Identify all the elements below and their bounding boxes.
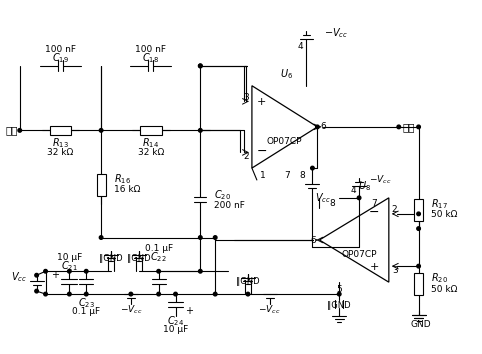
Text: $C_{19}$: $C_{19}$ xyxy=(52,51,69,65)
Circle shape xyxy=(214,292,217,296)
Text: GND: GND xyxy=(410,320,431,329)
Text: 2: 2 xyxy=(392,205,398,215)
Circle shape xyxy=(44,292,47,296)
Text: $R_{17}$: $R_{17}$ xyxy=(431,197,448,211)
Text: $-V_{cc}$: $-V_{cc}$ xyxy=(258,304,281,316)
Text: +: + xyxy=(370,262,379,272)
Text: 8: 8 xyxy=(329,199,335,208)
Text: $V_{cc}$: $V_{cc}$ xyxy=(315,191,332,205)
Text: ‖GND: ‖GND xyxy=(236,277,260,286)
Circle shape xyxy=(174,292,177,296)
Text: 3: 3 xyxy=(243,93,249,102)
Circle shape xyxy=(199,64,202,68)
Circle shape xyxy=(67,269,71,273)
Text: $C_{24}$: $C_{24}$ xyxy=(167,314,184,328)
Circle shape xyxy=(199,236,202,239)
Circle shape xyxy=(157,269,161,273)
Text: 100 nF: 100 nF xyxy=(135,45,166,53)
Bar xyxy=(140,126,161,135)
Circle shape xyxy=(417,212,420,216)
Text: 50 kΩ: 50 kΩ xyxy=(431,210,458,219)
Text: $-V_{cc}$: $-V_{cc}$ xyxy=(120,304,142,316)
Text: $V_{cc}$: $V_{cc}$ xyxy=(11,270,27,284)
Circle shape xyxy=(337,292,341,296)
Circle shape xyxy=(157,292,161,296)
Circle shape xyxy=(129,292,133,296)
Text: 8: 8 xyxy=(300,171,306,179)
Text: +: + xyxy=(186,306,193,316)
Circle shape xyxy=(199,269,202,273)
Text: +: + xyxy=(257,97,267,107)
Text: −: − xyxy=(368,206,379,219)
Bar xyxy=(414,273,423,295)
Circle shape xyxy=(417,125,420,129)
Text: −: − xyxy=(256,145,267,158)
Circle shape xyxy=(246,292,250,296)
Text: 4: 4 xyxy=(298,41,304,51)
Bar xyxy=(97,174,106,196)
Text: $-V_{cc}$: $-V_{cc}$ xyxy=(369,174,391,186)
Text: $R_{16}$: $R_{16}$ xyxy=(114,172,131,186)
Text: 0.1 μF: 0.1 μF xyxy=(72,307,100,316)
Text: 3: 3 xyxy=(392,266,398,275)
Circle shape xyxy=(199,129,202,132)
Bar xyxy=(414,199,423,221)
Circle shape xyxy=(357,196,361,200)
Text: $R_{20}$: $R_{20}$ xyxy=(431,271,448,285)
Text: $U_6$: $U_6$ xyxy=(280,67,293,81)
Circle shape xyxy=(99,236,103,239)
Text: 32 kΩ: 32 kΩ xyxy=(137,148,164,157)
Text: 7: 7 xyxy=(284,171,290,179)
Text: +: + xyxy=(52,270,59,280)
Circle shape xyxy=(84,269,88,273)
Text: 输出: 输出 xyxy=(403,122,415,132)
Text: 输入: 输入 xyxy=(5,125,18,135)
Bar xyxy=(50,126,71,135)
Text: $-V_{cc}$: $-V_{cc}$ xyxy=(324,26,348,40)
Circle shape xyxy=(18,129,22,132)
Text: $C_{18}$: $C_{18}$ xyxy=(142,51,159,65)
Text: 7: 7 xyxy=(371,199,377,208)
Circle shape xyxy=(99,129,103,132)
Text: 6: 6 xyxy=(311,235,316,245)
Text: ‖GND: ‖GND xyxy=(99,254,123,263)
Circle shape xyxy=(44,269,47,273)
Text: 1: 1 xyxy=(260,171,266,179)
Text: OP07CP: OP07CP xyxy=(341,250,377,259)
Circle shape xyxy=(214,236,217,239)
Text: 50 kΩ: 50 kΩ xyxy=(431,285,458,293)
Text: $R_{13}$: $R_{13}$ xyxy=(52,136,69,150)
Text: 200 nF: 200 nF xyxy=(214,201,245,210)
Circle shape xyxy=(35,273,39,277)
Circle shape xyxy=(316,125,319,129)
Text: OP07CP: OP07CP xyxy=(267,137,302,146)
Text: 32 kΩ: 32 kΩ xyxy=(47,148,74,157)
Text: 6: 6 xyxy=(321,122,326,131)
Text: 5: 5 xyxy=(336,285,342,293)
Text: ‖GND: ‖GND xyxy=(327,301,351,310)
Text: 16 kΩ: 16 kΩ xyxy=(114,185,140,194)
Text: $R_{14}$: $R_{14}$ xyxy=(142,136,159,150)
Circle shape xyxy=(311,166,314,170)
Text: 4: 4 xyxy=(350,187,356,195)
Text: ‖GND: ‖GND xyxy=(127,254,150,263)
Text: 0.1 μF: 0.1 μF xyxy=(145,244,173,253)
Text: 100 nF: 100 nF xyxy=(45,45,76,53)
Text: 2: 2 xyxy=(243,152,249,161)
Text: $C_{22}$: $C_{22}$ xyxy=(150,251,167,264)
Text: 10 μF: 10 μF xyxy=(163,325,188,334)
Circle shape xyxy=(417,264,420,268)
Circle shape xyxy=(67,292,71,296)
Text: $C_{21}$: $C_{21}$ xyxy=(61,259,78,273)
Text: $U_8$: $U_8$ xyxy=(358,179,371,193)
Text: $C_{23}$: $C_{23}$ xyxy=(78,296,94,310)
Circle shape xyxy=(417,227,420,230)
Circle shape xyxy=(84,292,88,296)
Circle shape xyxy=(397,125,401,129)
Circle shape xyxy=(199,64,202,68)
Circle shape xyxy=(35,289,39,293)
Text: 10 μF: 10 μF xyxy=(57,253,82,262)
Text: $C_{20}$: $C_{20}$ xyxy=(214,188,231,202)
